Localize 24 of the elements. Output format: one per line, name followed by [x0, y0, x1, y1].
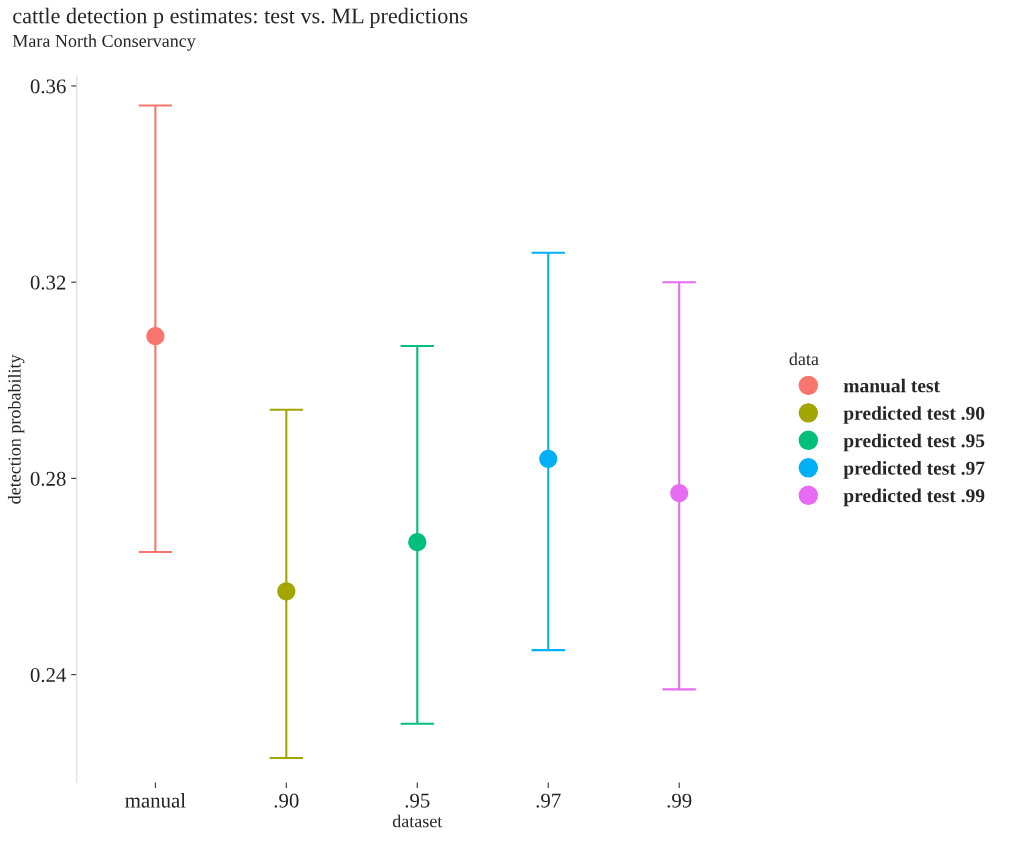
legend-title: data	[789, 352, 819, 366]
point	[670, 484, 689, 503]
y-tick-label: 0.28	[30, 471, 66, 486]
point	[146, 327, 165, 346]
legend-label: predicted test .97	[843, 461, 985, 479]
legend-label: predicted test .90	[843, 406, 985, 424]
y-tick-label: 0.24	[30, 668, 67, 683]
point	[539, 449, 558, 468]
x-tick-label: .99	[667, 793, 692, 808]
legend-label: predicted test .95	[843, 433, 985, 452]
point	[408, 533, 427, 552]
legend-label: predicted test .99	[843, 488, 985, 507]
y-tick-label: 0.32	[30, 275, 66, 290]
chart-subtitle: Mara North Conservancy	[12, 34, 196, 51]
y-tick-label: 0.36	[30, 79, 66, 94]
point	[277, 582, 296, 601]
x-tick-label: .95	[405, 793, 430, 808]
x-tick-label: manual	[125, 792, 186, 808]
x-tick-label: .97	[536, 793, 561, 808]
chart-title: cattle detection p estimates: test vs. ML predictions	[13, 7, 468, 28]
x-axis-title: dataset	[392, 814, 443, 828]
legend-label: manual test	[843, 378, 940, 393]
y-axis-title: detection probability	[7, 354, 25, 504]
x-tick-label: .90	[274, 793, 299, 808]
